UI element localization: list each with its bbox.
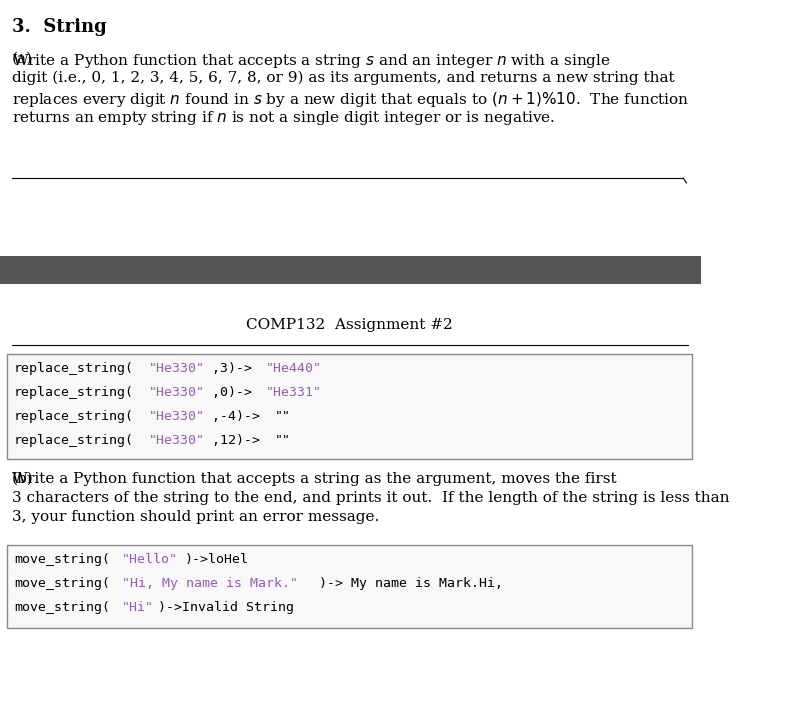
Text: replace_string(: replace_string( bbox=[14, 386, 134, 399]
Text: 3.  String: 3. String bbox=[12, 18, 107, 36]
Text: move_string(: move_string( bbox=[14, 553, 110, 566]
Text: "He330": "He330" bbox=[149, 362, 204, 375]
FancyBboxPatch shape bbox=[7, 354, 691, 459]
Text: "He440": "He440" bbox=[266, 362, 321, 375]
FancyBboxPatch shape bbox=[7, 545, 691, 628]
Text: (a): (a) bbox=[12, 52, 33, 66]
Text: "": "" bbox=[275, 410, 291, 423]
Text: )->Invalid String: )->Invalid String bbox=[158, 601, 294, 614]
Text: replace_string(: replace_string( bbox=[14, 434, 134, 447]
Text: returns an empty string if $n$ is not a single digit integer or is negative.: returns an empty string if $n$ is not a … bbox=[12, 109, 555, 127]
Text: 3, your function should print an error message.: 3, your function should print an error m… bbox=[12, 510, 379, 524]
Text: Write a Python function that accepts a string $s$ and an integer $n$ with a sing: Write a Python function that accepts a s… bbox=[12, 52, 611, 70]
Text: ,0)->: ,0)-> bbox=[212, 386, 259, 399]
Text: "": "" bbox=[275, 434, 291, 447]
Text: "He330": "He330" bbox=[149, 410, 204, 423]
Bar bbox=[0, 256, 700, 284]
Text: move_string(: move_string( bbox=[14, 601, 110, 614]
Text: move_string(: move_string( bbox=[14, 577, 110, 590]
Text: 3 characters of the string to the end, and prints it out.  If the length of the : 3 characters of the string to the end, a… bbox=[12, 491, 729, 505]
Text: ,3)->: ,3)-> bbox=[212, 362, 259, 375]
Text: "Hi, My name is Mark.": "Hi, My name is Mark." bbox=[122, 577, 298, 590]
Text: )->loHel: )->loHel bbox=[184, 553, 249, 566]
Text: Write a Python function that accepts a string as the argument, moves the first: Write a Python function that accepts a s… bbox=[12, 472, 617, 486]
Text: "He331": "He331" bbox=[266, 386, 321, 399]
Text: replace_string(: replace_string( bbox=[14, 410, 134, 423]
Text: (b): (b) bbox=[12, 472, 34, 486]
Text: "Hi": "Hi" bbox=[122, 601, 154, 614]
Text: replace_string(: replace_string( bbox=[14, 362, 134, 375]
Text: COMP132  Assignment #2: COMP132 Assignment #2 bbox=[246, 318, 453, 332]
Text: digit (i.e., 0, 1, 2, 3, 4, 5, 6, 7, 8, or 9) as its arguments, and returns a ne: digit (i.e., 0, 1, 2, 3, 4, 5, 6, 7, 8, … bbox=[12, 71, 675, 85]
Text: "He330": "He330" bbox=[149, 434, 204, 447]
Text: replaces every digit $n$ found in $s$ by a new digit that equals to $(n + 1)\%10: replaces every digit $n$ found in $s$ by… bbox=[12, 90, 689, 109]
Text: )-> My name is Mark.Hi,: )-> My name is Mark.Hi, bbox=[320, 577, 503, 590]
Text: ,-4)->: ,-4)-> bbox=[212, 410, 267, 423]
Text: "He330": "He330" bbox=[149, 386, 204, 399]
Text: "Hello": "Hello" bbox=[122, 553, 178, 566]
Text: ,12)->: ,12)-> bbox=[212, 434, 267, 447]
